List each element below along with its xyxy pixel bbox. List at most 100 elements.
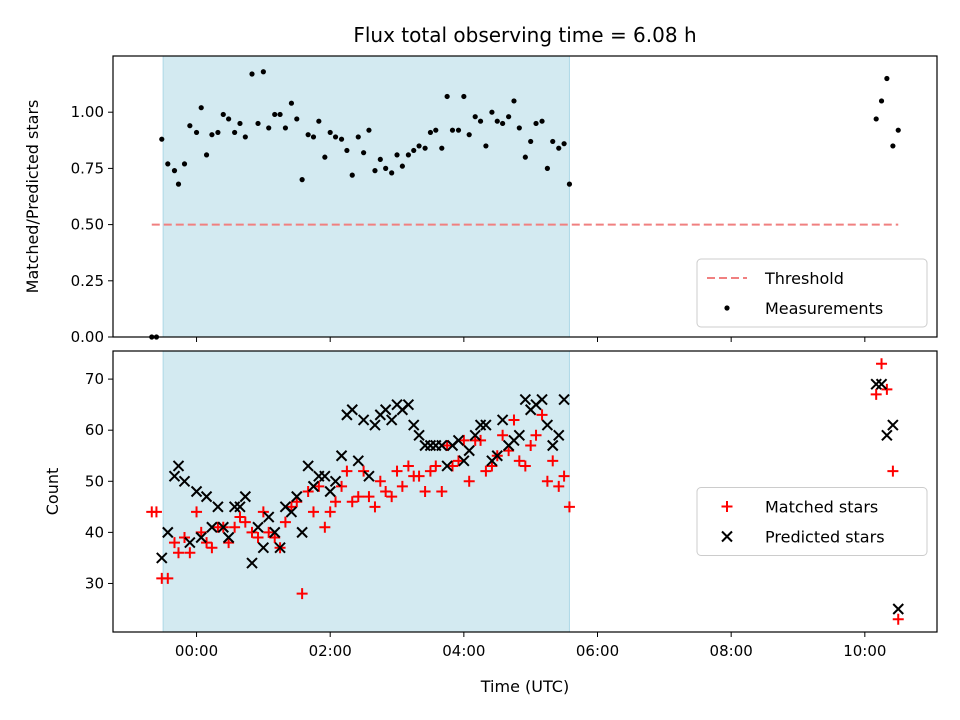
x-axis-label: Time (UTC) xyxy=(480,677,569,696)
measurement-point xyxy=(449,127,456,133)
matched-star-point xyxy=(480,465,492,477)
measurement-point xyxy=(895,127,901,133)
measurement-point xyxy=(427,129,434,136)
predicted-star-point xyxy=(496,414,509,426)
measurement-point xyxy=(489,109,495,115)
predicted-star-point xyxy=(519,393,532,406)
predicted-star-point xyxy=(558,393,570,406)
measurement-point xyxy=(366,127,372,133)
measurement-point xyxy=(327,129,333,136)
measurement-point xyxy=(361,150,367,156)
matched-star-point xyxy=(150,506,162,518)
predicted-star-point xyxy=(302,460,314,472)
matched-star-point xyxy=(541,475,553,487)
matched-star-point xyxy=(430,460,442,472)
measurement-point xyxy=(193,129,200,136)
predicted-star-point xyxy=(190,485,203,498)
predicted-star-point xyxy=(513,429,526,442)
measurement-point xyxy=(171,168,178,174)
matched-star-point xyxy=(563,501,575,513)
matched-star-point xyxy=(402,460,414,472)
legend-box xyxy=(696,258,928,328)
matched-star-point xyxy=(263,526,275,538)
matched-star-point xyxy=(352,491,364,503)
predicted-star-point xyxy=(402,398,415,411)
matched-star-point xyxy=(503,445,515,457)
measurement-point xyxy=(165,161,171,167)
matched-star-point xyxy=(463,475,475,487)
x-tick-label: 08:00 xyxy=(710,642,753,660)
series-plus xyxy=(146,358,904,625)
measurement-point xyxy=(344,147,350,154)
measurement-point xyxy=(405,152,411,158)
predicted-star-point xyxy=(200,490,213,503)
matched-star-point xyxy=(453,455,465,467)
measurement-point xyxy=(506,114,512,120)
measurement-point xyxy=(332,134,339,140)
predicted-star-point xyxy=(452,434,465,447)
matched-star-point xyxy=(486,460,498,472)
measurement-point xyxy=(316,118,322,124)
matched-star-point xyxy=(508,414,520,426)
legend-swatch-predicted xyxy=(721,530,733,543)
matched-star-point xyxy=(876,358,888,370)
legend-swatch-matched xyxy=(721,501,733,512)
predicted-star-point xyxy=(547,439,559,452)
predicted-star-point xyxy=(234,501,246,513)
measurement-point xyxy=(561,141,567,147)
predicted-star-point xyxy=(408,419,420,431)
matched-star-point xyxy=(257,506,269,518)
legend-box xyxy=(696,487,928,556)
predicted-star-point xyxy=(875,378,888,390)
matched-star-point xyxy=(168,537,180,549)
predicted-star-point xyxy=(352,455,364,467)
matched-star-point xyxy=(252,531,264,543)
predicted-star-point xyxy=(536,393,548,406)
measurement-point xyxy=(383,165,389,171)
predicted-star-point xyxy=(480,419,492,431)
measurement-point xyxy=(444,93,450,100)
predicted-star-point xyxy=(296,526,308,539)
measurement-point xyxy=(439,145,445,151)
predicted-star-point xyxy=(385,414,398,426)
measurement-point xyxy=(220,111,226,118)
measurement-point xyxy=(890,143,896,149)
measurement-point xyxy=(411,147,417,154)
measurement-point xyxy=(355,134,361,140)
matched-star-point xyxy=(234,511,246,523)
matched-star-point xyxy=(229,521,241,533)
matched-star-point xyxy=(330,496,342,508)
y-tick-label: 30 xyxy=(85,574,104,592)
matched-star-point xyxy=(358,465,370,477)
measurement-point xyxy=(282,125,289,131)
bottom-panel-counts: 00:00 02:00 04:00 06:00 08:00 10:00 30 40 50 60 70… xyxy=(43,350,938,660)
matched-star-point xyxy=(870,388,882,400)
matched-star-point xyxy=(386,491,398,503)
measurement-point xyxy=(249,71,255,77)
measurement-point xyxy=(266,125,272,131)
series-dot xyxy=(149,69,901,340)
predicted-star-point xyxy=(887,419,899,431)
matched-star-point xyxy=(519,460,531,472)
measurement-point xyxy=(455,127,462,133)
matched-star-point xyxy=(380,486,392,497)
predicted-star-point xyxy=(206,521,218,533)
measurement-point xyxy=(422,145,428,151)
y-tick-label: 60 xyxy=(85,421,104,439)
measurement-point xyxy=(288,100,295,106)
predicted-star-point xyxy=(413,429,425,442)
measurement-point xyxy=(226,116,232,122)
matched-star-point xyxy=(887,465,899,477)
measurement-point xyxy=(338,136,345,142)
matched-star-point xyxy=(396,480,408,492)
matched-star-point xyxy=(336,480,348,492)
matched-star-point xyxy=(497,429,509,441)
matched-star-point xyxy=(172,547,184,559)
matched-star-point xyxy=(881,383,893,395)
matched-star-point xyxy=(391,465,403,477)
matched-star-point xyxy=(201,537,213,549)
measurement-point xyxy=(394,152,400,158)
predicted-star-point xyxy=(217,521,229,533)
measurement-point xyxy=(377,156,383,163)
predicted-star-point xyxy=(252,521,264,533)
